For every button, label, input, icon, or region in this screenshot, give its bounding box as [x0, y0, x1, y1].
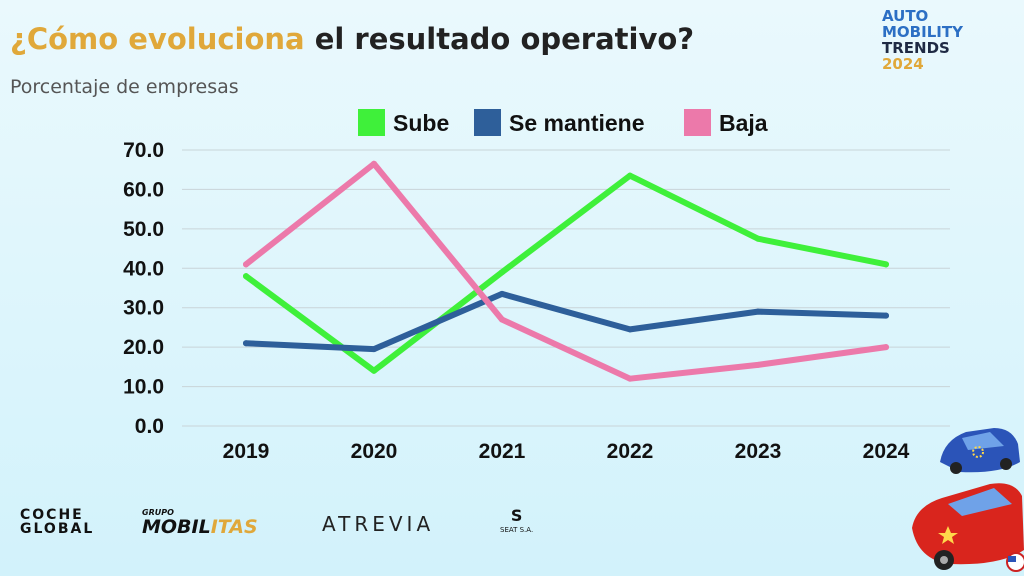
y-tick-label: 20.0 — [123, 336, 164, 359]
legend-label: Baja — [719, 110, 768, 136]
legend-label: Se mantiene — [509, 110, 645, 136]
gridlines — [182, 149, 950, 427]
eu-car-icon — [940, 428, 1020, 474]
data-point — [755, 235, 761, 242]
series-lines — [243, 160, 889, 382]
data-point — [883, 312, 889, 319]
data-point — [243, 340, 249, 347]
series-line-baja — [243, 160, 889, 382]
y-tick-label: 0.0 — [135, 415, 164, 438]
brand-line-3: TRENDS — [882, 39, 950, 57]
us-flag-icon — [1006, 552, 1024, 572]
seat-mark: S — [510, 506, 523, 525]
china-car-icon — [912, 483, 1024, 570]
x-tick-label: 2023 — [735, 440, 782, 463]
brand-line-2: MOBILITY — [882, 23, 963, 41]
grupo-mobilitas-logo: GRUPO MOBILITAS — [142, 508, 258, 537]
data-point — [243, 273, 249, 280]
coche-global-logo: COCHE GLOBAL — [20, 508, 94, 536]
legend-label: Sube — [393, 110, 449, 136]
seat-sub: SEAT S.A. — [500, 526, 534, 534]
x-tick-label: 2024 — [863, 440, 910, 463]
data-point — [371, 367, 377, 374]
x-tick-label: 2021 — [479, 440, 526, 463]
data-point — [755, 361, 761, 368]
car-illustrations — [912, 428, 1024, 572]
data-point — [883, 261, 889, 268]
y-tick-label: 70.0 — [123, 139, 164, 162]
sponsor-logos: COCHE GLOBAL GRUPO MOBILITAS ATREVIA S S… — [0, 500, 620, 550]
chart-title: ¿Cómo evoluciona el resultado operativo? — [10, 22, 694, 56]
mobil-accent: ITAS — [210, 516, 258, 538]
legend-swatch — [358, 109, 385, 136]
series-line-sube — [243, 172, 889, 374]
legend: Sube Se mantiene Baja — [358, 109, 768, 136]
data-point — [627, 172, 633, 179]
data-point — [627, 326, 633, 333]
title-rest: el resultado operativo? — [304, 22, 695, 56]
seat-logo: S SEAT S.A. — [500, 506, 533, 534]
data-point — [499, 316, 505, 323]
data-point — [755, 308, 761, 315]
data-point — [371, 346, 377, 353]
y-tick-label: 60.0 — [123, 178, 164, 201]
y-axis: 0.0 10.0 20.0 30.0 40.0 50.0 60.0 70.0 — [123, 139, 164, 438]
brand-line-1: AUTO — [882, 7, 929, 25]
atrevia-logo: ATREVIA — [322, 512, 435, 536]
mobil-main: MOBIL — [142, 516, 211, 538]
mobil-pre: GRUPO — [142, 508, 174, 517]
data-point — [499, 269, 505, 276]
y-tick-label: 40.0 — [123, 257, 164, 280]
coche-line-1: COCHE — [20, 507, 84, 523]
coche-line-2: GLOBAL — [20, 521, 95, 537]
y-tick-label: 50.0 — [123, 218, 164, 241]
series-line-se-mantiene — [243, 290, 889, 353]
brand-line-4: 2024 — [882, 55, 924, 73]
title-highlight: ¿Cómo evoluciona — [10, 22, 305, 56]
legend-swatch — [474, 109, 501, 136]
auto-mobility-trends-logo: AUTO MOBILITY TRENDS 2024 — [882, 8, 963, 72]
y-tick-label: 30.0 — [123, 297, 164, 320]
data-point — [499, 290, 505, 297]
data-point — [627, 375, 633, 382]
data-point — [371, 160, 377, 167]
legend-swatch — [684, 109, 711, 136]
x-tick-label: 2020 — [351, 440, 398, 463]
data-point — [883, 344, 889, 351]
x-axis: 2019 2020 2021 2022 2023 2024 — [223, 440, 910, 463]
x-tick-label: 2022 — [607, 440, 654, 463]
x-tick-label: 2019 — [223, 440, 270, 463]
chart-subtitle: Porcentaje de empresas — [10, 76, 239, 98]
y-tick-label: 10.0 — [123, 376, 164, 399]
data-point — [243, 261, 249, 268]
